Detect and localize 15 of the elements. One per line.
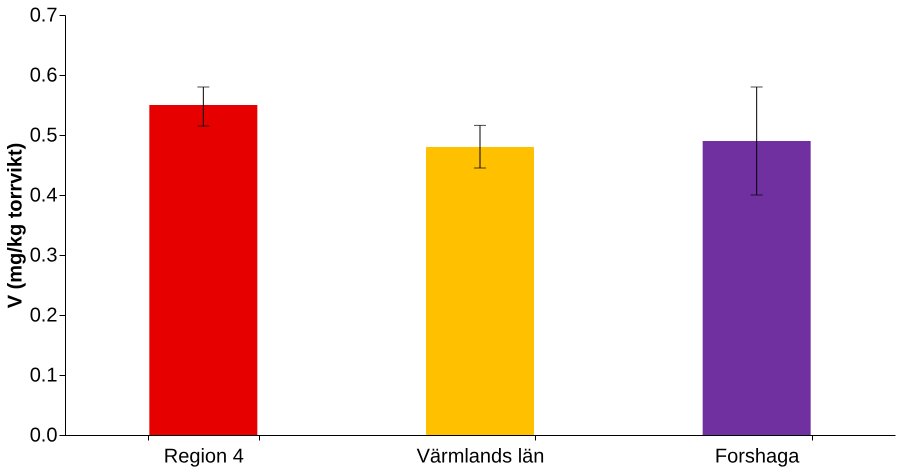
y-tick-label: 0.5 xyxy=(30,124,58,146)
x-tick-label: Region 4 xyxy=(164,446,244,468)
y-tick-label: 0.3 xyxy=(30,244,58,266)
y-tick-label: 0.1 xyxy=(30,364,58,386)
bar xyxy=(149,105,258,435)
y-tick-label: 0.4 xyxy=(30,184,58,206)
bar xyxy=(426,147,534,435)
x-tick-label: Värmlands län xyxy=(416,446,544,468)
y-axis-title: V (mg/kg torrvikt) xyxy=(4,142,27,308)
bar xyxy=(702,141,811,435)
y-tick-label: 0.2 xyxy=(30,304,58,326)
y-tick-label: 0.7 xyxy=(30,4,58,26)
y-tick-label: 0.6 xyxy=(30,64,58,86)
x-tick-label: Forshaga xyxy=(714,446,800,468)
y-tick-label: 0.0 xyxy=(30,424,58,446)
